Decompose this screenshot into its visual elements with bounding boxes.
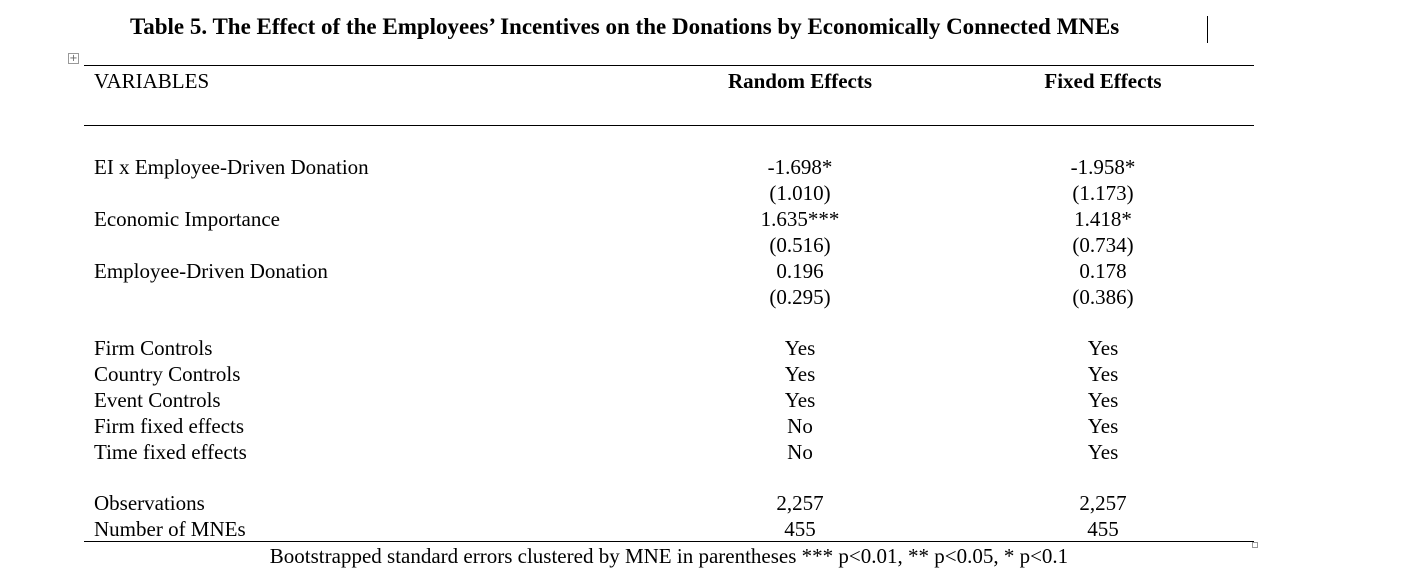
header-rule	[84, 125, 1254, 126]
table-bottom-rule	[84, 541, 1254, 542]
table-move-handle-icon[interactable]: +	[68, 53, 79, 64]
fixed-effects-value: -1.958*	[1070, 155, 1136, 179]
header-variables: VARIABLES	[94, 69, 210, 93]
random-effects-value: 1.635***	[760, 207, 840, 231]
fixed-effects-value: Yes	[1087, 388, 1119, 412]
row-label: Country Controls	[94, 362, 241, 386]
fixed-effects-value: (0.386)	[1072, 285, 1134, 309]
fixed-effects-value: 455	[1087, 517, 1119, 541]
row-label: Firm fixed effects	[94, 414, 245, 438]
row-label: Economic Importance	[94, 207, 281, 231]
random-effects-value: (0.516)	[769, 233, 831, 257]
fixed-effects-value: (1.173)	[1072, 181, 1134, 205]
header-random-effects: Random Effects	[727, 69, 873, 93]
table-title: Table 5. The Effect of the Employees’ In…	[130, 14, 1120, 39]
random-effects-value: Yes	[784, 362, 816, 386]
random-effects-value: No	[787, 440, 813, 464]
random-effects-value: 2,257	[776, 491, 824, 515]
row-label: Employee-Driven Donation	[94, 259, 328, 283]
random-effects-value: -1.698*	[767, 155, 833, 179]
header-fixed-effects: Fixed Effects	[1044, 69, 1162, 93]
fixed-effects-value: 1.418*	[1074, 207, 1132, 231]
random-effects-value: 455	[784, 517, 816, 541]
random-effects-value: Yes	[784, 336, 816, 360]
text-cursor	[1207, 16, 1208, 43]
fixed-effects-value: 2,257	[1079, 491, 1127, 515]
row-label: Firm Controls	[94, 336, 213, 360]
fixed-effects-value: Yes	[1087, 414, 1119, 438]
fixed-effects-value: Yes	[1087, 440, 1119, 464]
random-effects-value: 0.196	[776, 259, 824, 283]
fixed-effects-value: Yes	[1087, 362, 1119, 386]
fixed-effects-value: (0.734)	[1072, 233, 1134, 257]
row-label: Number of MNEs	[94, 517, 246, 541]
random-effects-value: No	[787, 414, 813, 438]
row-label: Observations	[94, 491, 205, 515]
fixed-effects-value: 0.178	[1079, 259, 1127, 283]
table-footnote: Bootstrapped standard errors clustered b…	[269, 544, 1069, 568]
random-effects-value: (1.010)	[769, 181, 831, 205]
row-label: Event Controls	[94, 388, 221, 412]
table-top-rule	[84, 65, 1254, 66]
row-label: Time fixed effects	[94, 440, 247, 464]
random-effects-value: Yes	[784, 388, 816, 412]
random-effects-value: (0.295)	[769, 285, 831, 309]
row-label: EI x Employee-Driven Donation	[94, 155, 369, 179]
fixed-effects-value: Yes	[1087, 336, 1119, 360]
table-resize-handle-icon[interactable]	[1252, 542, 1258, 548]
